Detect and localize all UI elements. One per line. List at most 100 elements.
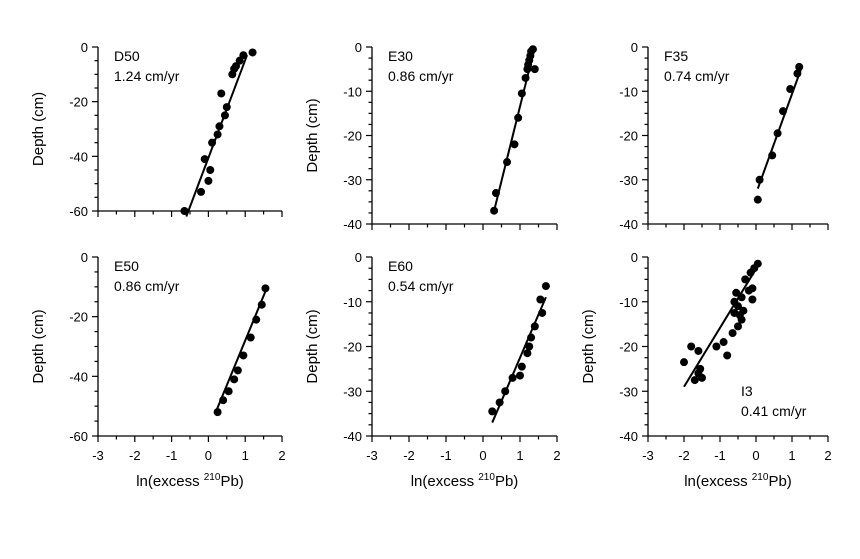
y-tick-label: 0 xyxy=(81,40,88,55)
data-point xyxy=(521,73,530,82)
data-point xyxy=(490,206,499,215)
regression-line xyxy=(214,286,269,413)
data-point xyxy=(753,195,762,204)
data-point xyxy=(793,69,802,78)
y-tick-label: -20 xyxy=(343,340,362,355)
data-point xyxy=(523,65,532,74)
x-axis-title: ln(excess 210Pb) xyxy=(136,472,244,490)
data-point xyxy=(744,286,753,295)
y-tick-label: -30 xyxy=(619,173,638,188)
sedimentation-rate-label: 1.24 cm/yr xyxy=(114,68,180,84)
x-tick-label: -2 xyxy=(678,448,690,463)
regression-line xyxy=(756,68,802,189)
x-axis-title-tail: Pb) xyxy=(495,473,518,490)
data-point xyxy=(680,358,688,367)
sedimentation-rate-label: 0.86 cm/yr xyxy=(388,68,454,84)
data-point xyxy=(527,333,536,342)
data-point xyxy=(516,371,524,380)
x-tick-label: 2 xyxy=(278,448,285,463)
regression-line xyxy=(683,265,759,388)
data-point xyxy=(204,176,213,185)
data-point xyxy=(495,398,504,407)
x-axis-title: ln(excess 210Pb) xyxy=(411,472,519,490)
data-point xyxy=(197,187,206,196)
x-axis-title-main: ln(excess xyxy=(411,473,479,490)
data-point xyxy=(712,342,721,351)
y-tick-label: -20 xyxy=(619,129,638,144)
x-tick-label: -3 xyxy=(642,448,654,463)
y-axis-title: Depth (cm) xyxy=(580,309,597,383)
y-tick-label: -40 xyxy=(69,149,88,164)
data-point xyxy=(517,89,526,98)
y-tick-label: 0 xyxy=(355,40,362,55)
data-point xyxy=(732,288,741,297)
y-tick-label: -20 xyxy=(69,310,88,325)
y-tick-label: -10 xyxy=(619,84,638,99)
chart-panel-1: 0 -20 -40 -60 Depth (cm) D50 1.24 cm/yr xyxy=(30,40,283,219)
data-point xyxy=(530,322,539,331)
x-axis-title: ln(excess 210Pb) xyxy=(684,472,792,490)
regression-line xyxy=(493,46,536,211)
data-point xyxy=(737,315,746,324)
x-tick-label: -2 xyxy=(403,448,415,463)
data-point xyxy=(536,295,545,304)
y-tick-label: 0 xyxy=(631,40,638,55)
chart-panel-3: 0 -10 -20 -30 -40 F35 0.74 cm/yr xyxy=(619,40,829,232)
y-tick-label: -20 xyxy=(69,95,88,110)
x-axis-title-superscript: 210 xyxy=(478,472,495,483)
data-point xyxy=(217,89,226,98)
data-point xyxy=(246,333,255,342)
y-tick-label: -60 xyxy=(69,429,88,444)
x-axis-title-main: ln(excess xyxy=(136,473,204,490)
data-point xyxy=(741,275,750,284)
y-tick-label: -30 xyxy=(619,384,638,399)
data-point xyxy=(228,70,237,79)
data-point xyxy=(525,342,534,351)
data-point xyxy=(728,329,737,338)
x-axis-title-superscript: 210 xyxy=(204,472,221,483)
data-point xyxy=(224,387,233,396)
data-point xyxy=(690,376,699,385)
data-point xyxy=(510,140,519,149)
data-point xyxy=(248,48,257,57)
sedimentation-rate-label: 0.74 cm/yr xyxy=(664,68,730,84)
data-point xyxy=(723,351,732,360)
data-point xyxy=(773,129,782,138)
y-tick-label: -40 xyxy=(343,429,362,444)
x-axis-title-superscript: 210 xyxy=(752,472,769,483)
data-point xyxy=(213,130,222,139)
sedimentation-rate-label: 0.86 cm/yr xyxy=(114,278,180,294)
y-tick-label: -40 xyxy=(619,217,638,232)
y-tick-label: 0 xyxy=(631,250,638,265)
data-point xyxy=(768,151,777,160)
x-tick-label: 1 xyxy=(516,448,523,463)
panel-name-label: I3 xyxy=(741,383,753,399)
data-point xyxy=(491,189,500,198)
y-axis-title: Depth (cm) xyxy=(30,92,47,166)
data-point xyxy=(230,375,239,384)
data-point xyxy=(233,366,242,375)
y-tick-label: -40 xyxy=(69,369,88,384)
data-point xyxy=(786,85,795,94)
y-tick-label: -60 xyxy=(69,204,88,219)
data-point xyxy=(219,396,228,405)
data-point xyxy=(694,346,703,355)
y-tick-label: -20 xyxy=(619,340,638,355)
data-point xyxy=(755,175,764,184)
data-point xyxy=(501,387,510,396)
y-tick-label: -30 xyxy=(343,384,362,399)
data-point xyxy=(220,111,229,120)
data-point xyxy=(541,282,550,291)
y-tick-label: 0 xyxy=(355,250,362,265)
data-point xyxy=(488,407,497,416)
data-point xyxy=(252,315,261,324)
x-tick-label: -3 xyxy=(366,448,378,463)
data-point xyxy=(215,122,224,131)
data-point xyxy=(779,107,787,116)
data-point xyxy=(719,338,728,347)
y-tick-label: -40 xyxy=(619,429,638,444)
chart-panel-2: 0 -10 -20 -30 -40 Depth (cm) E30 0.86 cm/yr xyxy=(304,40,558,232)
y-axis-title: Depth (cm) xyxy=(30,309,47,383)
data-point xyxy=(180,207,189,215)
panel-name-label: D50 xyxy=(114,48,140,64)
